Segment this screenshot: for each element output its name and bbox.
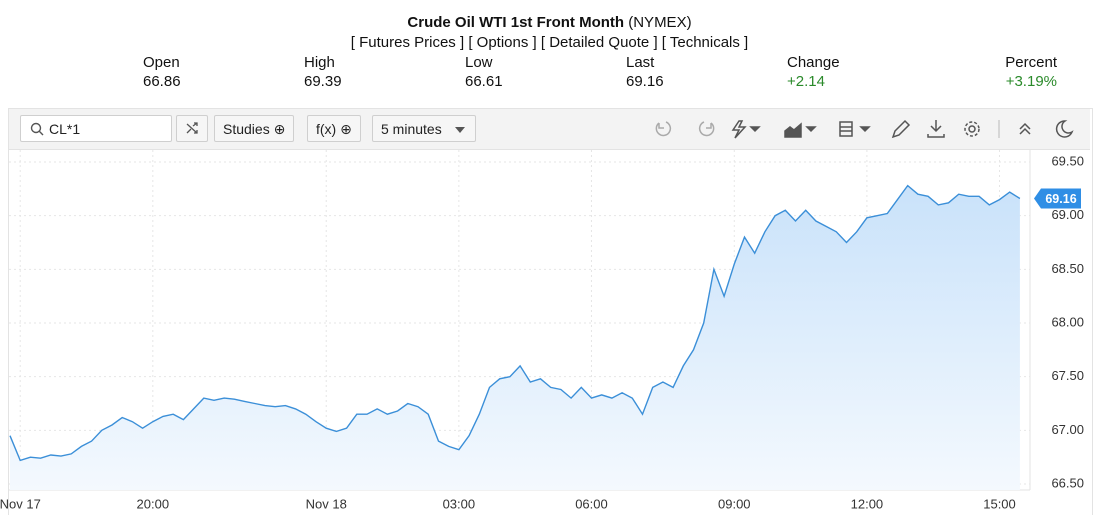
chart-frame [8,108,1093,515]
undo-icon [655,121,672,137]
stat-value: 69.39 [304,73,342,90]
toolbar: CL*1 Studies ⊕ f(x) ⊕ 5 minutes [9,109,1090,150]
x-tick-label: 06:00 [575,496,608,511]
stat: Change +2.14 [787,53,840,91]
symbol: CL*1 [49,121,81,137]
stat-label: Low [465,54,493,71]
caret [455,127,465,133]
search-icon [30,122,44,136]
draw-icon [891,119,911,139]
x-tick-label: 12:00 [851,496,884,511]
interval-label: 5 minutes [381,121,442,137]
stat: Percent +3.19% [1005,53,1057,91]
y-tick-label: 68.00 [1051,314,1084,329]
caret [859,126,871,133]
stat-label: Open [143,54,180,71]
link[interactable]: [ Technicals ] [661,34,749,51]
flash-icon [731,120,747,139]
studies-label: Studies [223,121,270,137]
stat-value: 66.86 [143,73,181,90]
y-tick-label: 69.50 [1051,153,1084,168]
y-tick-label: 67.00 [1051,422,1084,437]
compare-button[interactable] [176,115,208,142]
x-tick-label: Nov 18 [306,496,347,511]
y-tick-label: 66.50 [1051,475,1084,490]
chart: 66.50 67.00 67.50 68.00 68.50 69.00 69.50 Nov 1… [0,150,1084,511]
settings-icon [968,125,976,133]
instrument-name: Crude Oil WTI 1st Front Month [407,14,625,31]
layout-icon [839,121,853,137]
collapse-icon [1019,122,1031,135]
stat-value: 69.16 [626,73,664,90]
stat-label: High [304,54,335,71]
stat: High 69.39 [304,53,342,91]
download-icon [927,120,945,138]
stat-value: +2.14 [787,73,825,90]
stat: Open 66.86 [143,53,181,91]
redo-icon [698,121,715,137]
caret [749,126,761,133]
plot [9,184,1021,490]
chart-type-icon [784,122,802,138]
stat: Last 69.16 [626,53,664,91]
studies-button[interactable]: Studies ⊕ [214,115,295,142]
shuffle-icon [186,122,198,134]
link[interactable]: [ Detailed Quote ] [540,34,658,51]
y-tick-label: 68.50 [1051,261,1084,276]
stat-value: 66.61 [465,73,503,90]
symbol-search[interactable]: CL*1 [20,115,172,142]
y-tick-label: 69.00 [1051,207,1084,222]
stat-value: +3.19% [1005,73,1057,90]
link[interactable]: [ Futures Prices ] [350,34,465,51]
x-tick-label: Nov 17 [0,496,41,511]
exchange: (NYMEX) [628,14,692,31]
fx-button[interactable]: f(x) ⊕ [307,115,361,142]
stat: Low 66.61 [465,53,503,91]
link[interactable]: [ Options ] [468,34,537,51]
stat-label: Percent [1005,54,1057,71]
y-tick-label: 67.50 [1051,368,1084,383]
caret [805,126,817,133]
x-tick-label: 20:00 [137,496,170,511]
fx-label: f(x) [316,121,337,137]
quote-title: Crude Oil WTI 1st Front Month (NYMEX) [0,14,1099,31]
quote-links: [ Futures Prices ] [ Options ] [ Detaile… [0,34,1099,51]
area-fill [10,185,1020,490]
theme-icon [1055,120,1074,138]
stat-label: Last [626,54,655,71]
price-line [9,184,1021,462]
last-price-label: 69.16 [1045,192,1076,206]
x-tick-label: 09:00 [718,496,751,511]
x-tick-label: 03:00 [443,496,476,511]
x-tick-label: 15:00 [983,496,1016,511]
stat-label: Change [787,54,840,71]
last-price-badge [1034,188,1081,209]
interval-select[interactable]: 5 minutes [372,115,476,142]
